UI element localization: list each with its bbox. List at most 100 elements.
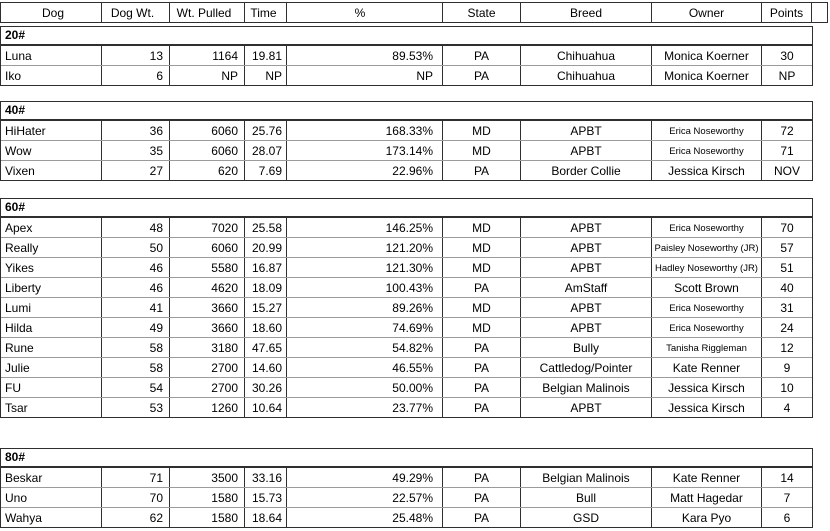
- breed-cell[interactable]: APBT: [521, 141, 652, 160]
- owner-cell[interactable]: Erica Noseworthy: [652, 141, 762, 160]
- dog-cell[interactable]: Iko: [1, 66, 102, 85]
- percent-cell[interactable]: 54.82%: [287, 338, 443, 357]
- state-cell[interactable]: MD: [443, 141, 521, 160]
- wt-pulled-cell[interactable]: 6060: [170, 238, 245, 257]
- state-cell[interactable]: PA: [443, 338, 521, 357]
- dog-cell[interactable]: Beskar: [1, 468, 102, 487]
- breed-cell[interactable]: Bully: [521, 338, 652, 357]
- section-header-60lb[interactable]: 60#: [0, 198, 813, 217]
- owner-cell[interactable]: Kara Pyo: [652, 508, 762, 527]
- points-cell[interactable]: NOV: [773, 164, 800, 178]
- owner-cell[interactable]: Kate Renner: [652, 358, 762, 377]
- dog-wt-cell[interactable]: 70: [102, 488, 170, 507]
- points-cell[interactable]: 72: [780, 124, 794, 138]
- percent-cell[interactable]: 74.69%: [287, 318, 443, 337]
- state-cell[interactable]: MD: [443, 238, 521, 257]
- time-cell[interactable]: 10.64: [245, 398, 287, 417]
- section-header-80lb[interactable]: 80#: [0, 448, 813, 467]
- breed-cell[interactable]: APBT: [521, 218, 652, 237]
- wt-pulled-cell[interactable]: 2700: [170, 378, 245, 397]
- percent-cell[interactable]: 121.20%: [287, 238, 443, 257]
- dog-wt-cell[interactable]: 58: [102, 338, 170, 357]
- time-cell[interactable]: 18.64: [245, 508, 287, 527]
- state-cell[interactable]: PA: [443, 358, 521, 377]
- percent-cell[interactable]: 168.33%: [287, 121, 443, 140]
- dog-wt-cell[interactable]: 58: [102, 358, 170, 377]
- wt-pulled-cell[interactable]: 6060: [170, 141, 245, 160]
- breed-cell[interactable]: Chihuahua: [521, 46, 652, 65]
- percent-cell[interactable]: 89.26%: [287, 298, 443, 317]
- points-cell[interactable]: 7: [783, 491, 791, 505]
- owner-cell[interactable]: Jessica Kirsch: [652, 398, 762, 417]
- percent-cell[interactable]: 22.57%: [287, 488, 443, 507]
- points-cell[interactable]: 40: [780, 281, 794, 295]
- percent-cell[interactable]: 89.53%: [287, 46, 443, 65]
- points-cell[interactable]: 9: [783, 361, 791, 375]
- section-header-20lb[interactable]: 20#: [0, 26, 813, 45]
- state-cell[interactable]: MD: [443, 318, 521, 337]
- owner-cell[interactable]: Tanisha Riggleman: [652, 338, 762, 357]
- dog-wt-cell[interactable]: 49: [102, 318, 170, 337]
- state-cell[interactable]: PA: [443, 278, 521, 297]
- state-cell[interactable]: PA: [443, 66, 521, 85]
- points-cell[interactable]: 71: [780, 144, 794, 158]
- wt-pulled-cell[interactable]: 3660: [170, 318, 245, 337]
- wt-pulled-cell[interactable]: 1580: [170, 508, 245, 527]
- owner-cell[interactable]: Kate Renner: [652, 468, 762, 487]
- state-cell[interactable]: MD: [443, 218, 521, 237]
- breed-cell[interactable]: APBT: [521, 238, 652, 257]
- time-cell[interactable]: 7.69: [245, 161, 287, 180]
- time-cell[interactable]: 33.16: [245, 468, 287, 487]
- dog-wt-cell[interactable]: 27: [102, 161, 170, 180]
- dog-wt-cell[interactable]: 71: [102, 468, 170, 487]
- wt-pulled-cell[interactable]: NP: [170, 66, 245, 85]
- breed-cell[interactable]: APBT: [521, 318, 652, 337]
- dog-cell[interactable]: Tsar: [1, 398, 102, 417]
- wt-pulled-cell[interactable]: 3660: [170, 298, 245, 317]
- owner-cell[interactable]: Erica Noseworthy: [652, 121, 762, 140]
- time-cell[interactable]: 19.81: [245, 46, 287, 65]
- dog-cell[interactable]: HiHater: [1, 121, 102, 140]
- dog-wt-cell[interactable]: 50: [102, 238, 170, 257]
- wt-pulled-cell[interactable]: 3180: [170, 338, 245, 357]
- dog-cell[interactable]: Luna: [1, 46, 102, 65]
- percent-cell[interactable]: 46.55%: [287, 358, 443, 377]
- wt-pulled-cell[interactable]: 6060: [170, 121, 245, 140]
- dog-cell[interactable]: Vixen: [1, 161, 102, 180]
- points-cell[interactable]: 6: [783, 511, 791, 525]
- time-cell[interactable]: 16.87: [245, 258, 287, 277]
- time-cell[interactable]: 25.76: [245, 121, 287, 140]
- time-cell[interactable]: 20.99: [245, 238, 287, 257]
- owner-cell[interactable]: Scott Brown: [652, 278, 762, 297]
- dog-wt-cell[interactable]: 53: [102, 398, 170, 417]
- percent-cell[interactable]: 50.00%: [287, 378, 443, 397]
- points-cell[interactable]: 12: [780, 341, 794, 355]
- column-header-state[interactable]: State: [443, 3, 521, 22]
- state-cell[interactable]: PA: [443, 508, 521, 527]
- breed-cell[interactable]: APBT: [521, 398, 652, 417]
- time-cell[interactable]: 14.60: [245, 358, 287, 377]
- wt-pulled-cell[interactable]: 7020: [170, 218, 245, 237]
- dog-cell[interactable]: Hilda: [1, 318, 102, 337]
- dog-wt-cell[interactable]: 35: [102, 141, 170, 160]
- dog-wt-cell[interactable]: 41: [102, 298, 170, 317]
- state-cell[interactable]: PA: [443, 161, 521, 180]
- column-header-dog-wt[interactable]: Dog Wt.: [102, 3, 170, 22]
- column-header-dog[interactable]: Dog: [1, 3, 102, 22]
- breed-cell[interactable]: Bull: [521, 488, 652, 507]
- points-cell[interactable]: 4: [783, 401, 791, 415]
- owner-cell[interactable]: Erica Noseworthy: [652, 218, 762, 237]
- points-cell[interactable]: NP: [778, 69, 796, 83]
- wt-pulled-cell[interactable]: 3500: [170, 468, 245, 487]
- wt-pulled-cell[interactable]: 1580: [170, 488, 245, 507]
- dog-cell[interactable]: Wahya: [1, 508, 102, 527]
- time-cell[interactable]: 18.09: [245, 278, 287, 297]
- points-cell[interactable]: 10: [780, 381, 794, 395]
- time-cell[interactable]: 28.07: [245, 141, 287, 160]
- breed-cell[interactable]: Chihuahua: [521, 66, 652, 85]
- breed-cell[interactable]: Belgian Malinois: [521, 468, 652, 487]
- state-cell[interactable]: MD: [443, 121, 521, 140]
- owner-cell[interactable]: Matt Hagedar: [652, 488, 762, 507]
- dog-wt-cell[interactable]: 48: [102, 218, 170, 237]
- points-cell[interactable]: 51: [780, 261, 794, 275]
